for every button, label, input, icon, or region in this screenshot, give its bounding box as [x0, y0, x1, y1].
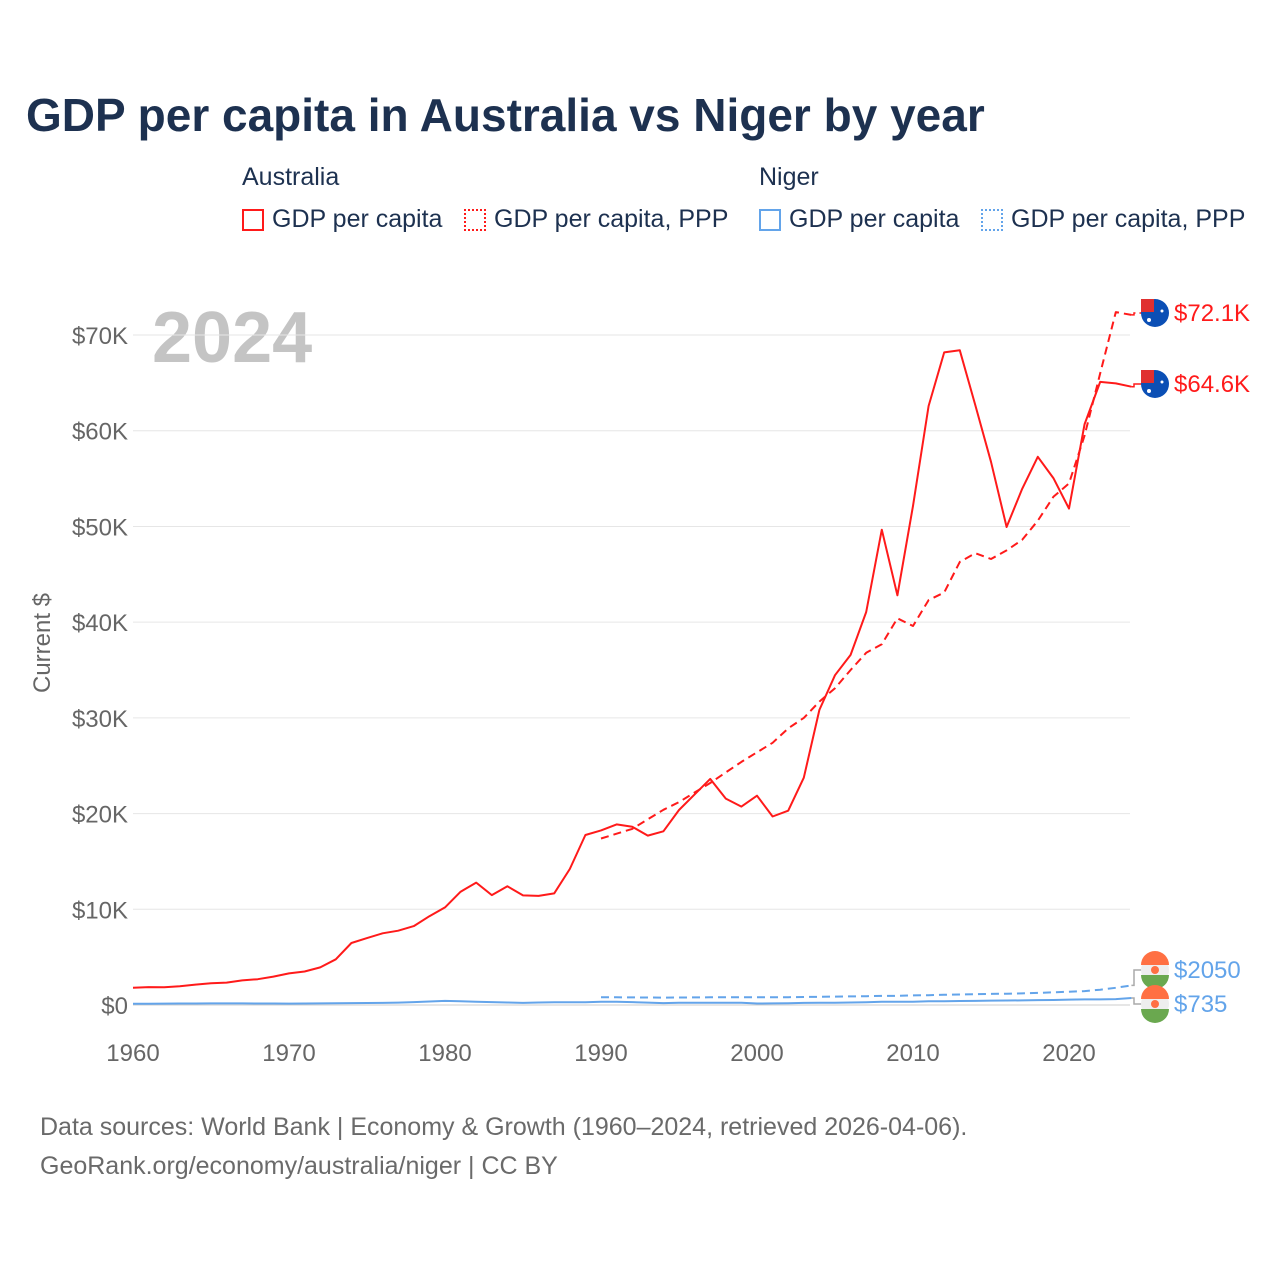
x-tick-label: 2010	[886, 1040, 939, 1067]
x-tick-label: 1980	[418, 1040, 471, 1067]
series-line-australia-gdp-per-capita	[132, 349, 1132, 989]
flag-disc	[1151, 1000, 1159, 1008]
legend-label: GDP per capita	[272, 205, 443, 233]
y-tick-label: $60K	[72, 419, 128, 446]
footer-sources: Data sources: World Bank | Economy & Gro…	[40, 1113, 968, 1141]
year-watermark: 2024	[152, 298, 312, 378]
y-tick-label: $20K	[72, 802, 128, 829]
y-tick-label: $50K	[72, 514, 128, 541]
legend-australia-ppp[interactable]: GDP per capita, PPP	[464, 205, 728, 234]
end-label-connector	[1131, 312, 1142, 316]
end-value-label: $735	[1174, 991, 1227, 1018]
chart-title: GDP per capita in Australia vs Niger by …	[26, 89, 985, 141]
y-tick-label: $10K	[72, 897, 128, 924]
end-value-label: $64.6K	[1174, 371, 1250, 398]
legend-label: GDP per capita, PPP	[1011, 205, 1246, 233]
flag-stripe-green	[1141, 1009, 1169, 1023]
legend-swatch-dotted	[981, 208, 1003, 231]
y-tick-label: $70K	[72, 323, 128, 350]
flag-star	[1160, 380, 1164, 384]
flag-canton	[1141, 370, 1154, 383]
flag-star	[1147, 389, 1151, 393]
y-tick-label: $0	[101, 993, 128, 1020]
legend-swatch-dotted	[464, 208, 486, 231]
footer: Data sources: World Bank | Economy & Gro…	[40, 1108, 967, 1186]
legend-niger-ppp[interactable]: GDP per capita, PPP	[981, 205, 1245, 234]
y-tick-label: $40K	[72, 610, 128, 637]
flag-star	[1147, 318, 1151, 322]
y-axis-label: Current $	[29, 593, 56, 693]
chart-plot: 2024 Current $ $0 $10K $20K $30K $40K $50K $60…	[29, 298, 1250, 1067]
legend-heading-australia: Australia	[242, 163, 340, 191]
flag-stripe-green	[1141, 975, 1169, 989]
x-tick-label: 1990	[574, 1040, 627, 1067]
end-label-connector	[1131, 383, 1142, 388]
flag-disc	[1151, 966, 1159, 974]
series-line-australia-gdp-per-capita-ppp	[600, 311, 1132, 840]
end-label-connector	[1131, 997, 1142, 1005]
footer-link[interactable]: GeoRank.org/economy/australia/niger | CC…	[40, 1152, 558, 1180]
niger-flag-icon	[1141, 985, 1169, 1023]
end-label-connector	[1131, 969, 1142, 987]
legend-australia-gdp[interactable]: GDP per capita	[242, 205, 442, 234]
australia-flag-icon	[1141, 370, 1169, 398]
flag-star	[1160, 309, 1164, 313]
y-tick-label: $30K	[72, 706, 128, 733]
legend-label: GDP per capita, PPP	[494, 205, 729, 233]
australia-flag-icon	[1141, 299, 1169, 327]
x-tick-label: 2000	[730, 1040, 783, 1067]
flag-canton	[1141, 299, 1154, 312]
legend-swatch-solid	[759, 208, 781, 231]
legend-heading-niger: Niger	[759, 163, 819, 191]
flag-stripe-orange	[1141, 985, 1169, 999]
legend-niger-gdp[interactable]: GDP per capita	[759, 205, 959, 234]
series-line-niger-gdp-per-capita	[133, 997, 1132, 1005]
legend-label: GDP per capita	[789, 205, 960, 233]
flag-stripe-orange	[1141, 951, 1169, 965]
legend-swatch-solid	[242, 208, 264, 231]
series-line-niger-gdp-per-capita-ppp	[601, 984, 1132, 999]
end-value-label: $2050	[1174, 957, 1241, 984]
x-tick-label: 1960	[106, 1040, 159, 1067]
niger-flag-icon	[1141, 951, 1169, 989]
x-tick-label: 1970	[262, 1040, 315, 1067]
end-value-label: $72.1K	[1174, 300, 1250, 327]
x-tick-label: 2020	[1042, 1040, 1095, 1067]
